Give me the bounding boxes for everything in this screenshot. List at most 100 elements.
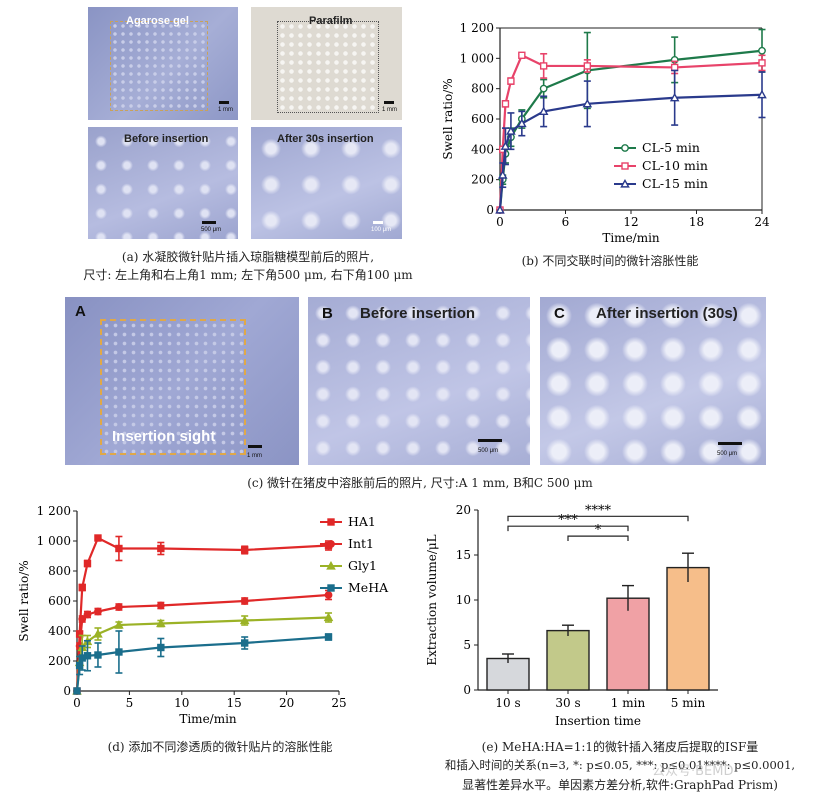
- data-point: [83, 610, 92, 619]
- x-axis-label: Insertion time: [555, 714, 641, 728]
- data-point: [114, 619, 124, 629]
- x-tick-label: 5: [126, 696, 134, 710]
- data-point: [507, 77, 515, 85]
- significance-bracket: [567, 535, 629, 542]
- series-line: [498, 49, 763, 211]
- legend-label: MeHA: [348, 580, 389, 595]
- data-point: [670, 63, 679, 72]
- series-line: [498, 93, 763, 211]
- x-axis-label: Time/min: [179, 712, 237, 726]
- photo-label: Parafilm: [309, 15, 353, 27]
- data-point: [758, 59, 766, 67]
- series-line: [498, 53, 763, 211]
- x-tick-label: 10: [174, 696, 189, 710]
- scale-bar: [718, 442, 742, 445]
- y-tick-label: 0: [463, 683, 471, 697]
- bar: [486, 657, 530, 691]
- caption-e-line2: 和插入时间的关系(n=3, *: p≤0.05, ***: p≤0.01****…: [444, 758, 796, 772]
- data-point: [115, 603, 123, 611]
- data-point: [157, 544, 165, 553]
- photo-c-b: B Before insertion 500 μm: [308, 297, 530, 465]
- y-tick-label: 0: [486, 203, 494, 217]
- y-tick-label: 600: [471, 112, 494, 126]
- data-point: [156, 618, 166, 628]
- data-point: [94, 651, 102, 659]
- significance-label: ***: [558, 513, 578, 528]
- data-point: [539, 62, 548, 70]
- y-tick-label: 400: [48, 624, 71, 638]
- data-point: [327, 540, 335, 548]
- data-point: [538, 106, 549, 115]
- y-tick-label: 1 200: [460, 21, 494, 35]
- scale-bar-label: 500 μm: [717, 451, 738, 457]
- chart-d: 0 200 400 600 800 1 000 1 200 0 5 10 15 20 25 Time/mi…: [17, 504, 389, 726]
- scale-bar: [384, 101, 394, 104]
- caption-d: (d) 添加不同渗透质的微针贴片的溶胀性能: [107, 740, 333, 754]
- data-point: [78, 583, 86, 592]
- series-line: [75, 536, 329, 692]
- data-point: [83, 652, 92, 660]
- data-point: [518, 51, 526, 59]
- scale-bar-label: 1 mm: [382, 107, 397, 113]
- photo-grid-box: [277, 21, 379, 113]
- data-point: [669, 92, 680, 102]
- photo-agarose-gel: Agarose gel 1 mm: [88, 7, 238, 120]
- x-tick-label: 18: [689, 215, 704, 229]
- y-tick-label: 400: [471, 142, 494, 156]
- x-tick-label: 6: [562, 215, 570, 229]
- y-tick-label: 1 200: [37, 504, 71, 518]
- data-point: [93, 628, 103, 638]
- watermark: 公众号·BEMD: [652, 764, 734, 779]
- y-axis-label: Swell ratio/%: [441, 78, 455, 159]
- scale-bar-label: 1 mm: [218, 107, 233, 113]
- data-point: [324, 633, 333, 641]
- legend-label: Int1: [348, 536, 374, 551]
- data-point: [327, 584, 335, 592]
- insertion-area-box: [100, 319, 246, 455]
- y-axis-label: Extraction volume/μL: [425, 534, 439, 665]
- series-line: [75, 593, 329, 692]
- data-point: [326, 560, 336, 570]
- data-point: [517, 118, 527, 128]
- y-tick-label: 200: [471, 173, 494, 187]
- photo-label: Insertion sight: [112, 428, 216, 445]
- significance-label: *: [595, 523, 602, 538]
- legend-label: CL-15 min: [642, 176, 708, 191]
- x-tick-label: 15: [227, 696, 242, 710]
- caption-e-line1: (e) MeHA:HA=1:1的微针插入猪皮后提取的ISF量: [481, 740, 759, 754]
- data-point: [324, 591, 333, 599]
- chart-b: 0 200 400 600 800 1 000 1 200 0 6 12 18 24 Time/min S…: [441, 21, 770, 245]
- y-tick-label: 600: [48, 594, 71, 608]
- y-tick-label: 20: [456, 503, 471, 517]
- x-tick-label: 20: [279, 696, 294, 710]
- y-tick-label: 15: [456, 548, 471, 562]
- significance-label: ****: [585, 503, 612, 518]
- photo-grid-box: [110, 21, 208, 111]
- photo-c-a: A Insertion sight 1 mm: [65, 297, 299, 465]
- scale-bar: [202, 221, 216, 224]
- y-tick-label: 10: [456, 593, 471, 607]
- data-point: [240, 597, 249, 605]
- x-axis-label: Time/min: [602, 231, 660, 245]
- data-point: [501, 100, 510, 108]
- data-point: [240, 639, 249, 647]
- bar: [666, 566, 710, 691]
- legend-label: CL-5 min: [642, 140, 700, 155]
- data-point: [83, 559, 92, 568]
- y-tick-label: 5: [463, 638, 471, 652]
- photo-label: After insertion (30s): [596, 305, 738, 322]
- x-tick-label: 25: [331, 696, 346, 710]
- data-point: [500, 141, 511, 150]
- scale-bar: [373, 221, 383, 224]
- y-tick-label: 200: [48, 654, 71, 668]
- photo-before-insertion: Before insertion 500 μm: [88, 127, 238, 239]
- caption-e-line3: 显著性差异水平。单因素方差分析,软件:GraphPad Prism): [462, 778, 778, 792]
- x-tick-label: 1 min: [611, 696, 646, 710]
- x-tick-label: 30 s: [555, 696, 580, 710]
- data-point: [239, 615, 250, 625]
- x-tick-label: 0: [73, 696, 81, 710]
- y-axis-label: Swell ratio/%: [17, 560, 31, 641]
- scale-bar-label: 1 mm: [247, 453, 262, 459]
- bar: [606, 597, 650, 691]
- panel-letter: A: [75, 303, 86, 320]
